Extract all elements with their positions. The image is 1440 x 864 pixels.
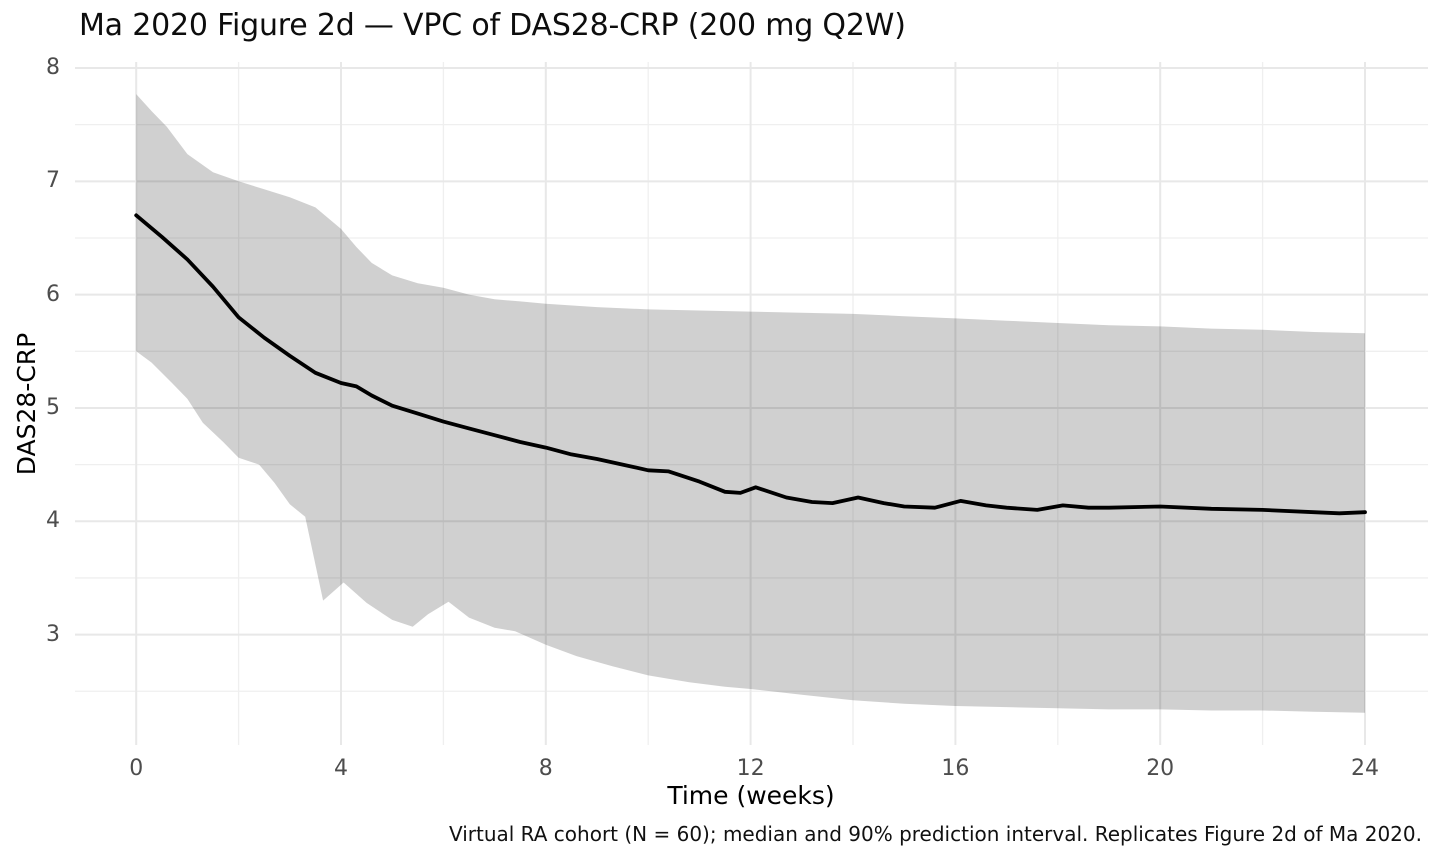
x-tick-label: 8 <box>538 756 553 781</box>
median-line <box>134 213 1367 516</box>
x-tick-label: 24 <box>1351 756 1379 781</box>
y-tick-label: 5 <box>46 394 60 420</box>
y-tick-label: 7 <box>46 168 60 194</box>
x-tick-label: 4 <box>334 756 348 781</box>
prediction-interval-band <box>136 94 1366 713</box>
y-tick-label: 6 <box>46 281 60 307</box>
plot-title: Ma 2020 Figure 2d — VPC of DAS28-CRP (20… <box>79 8 906 43</box>
x-tick-label: 16 <box>941 756 970 781</box>
x-axis-title: Time (weeks) <box>667 781 835 810</box>
y-tick-label: 4 <box>46 508 60 534</box>
x-tick-label: 0 <box>129 756 144 781</box>
x-tick-label: 12 <box>736 756 765 781</box>
x-tick-label: 20 <box>1146 756 1175 781</box>
y-tick-label: 3 <box>46 621 60 647</box>
y-tick-label: 8 <box>46 55 60 80</box>
figure-caption: Virtual RA cohort (N = 60); median and 9… <box>448 822 1422 846</box>
